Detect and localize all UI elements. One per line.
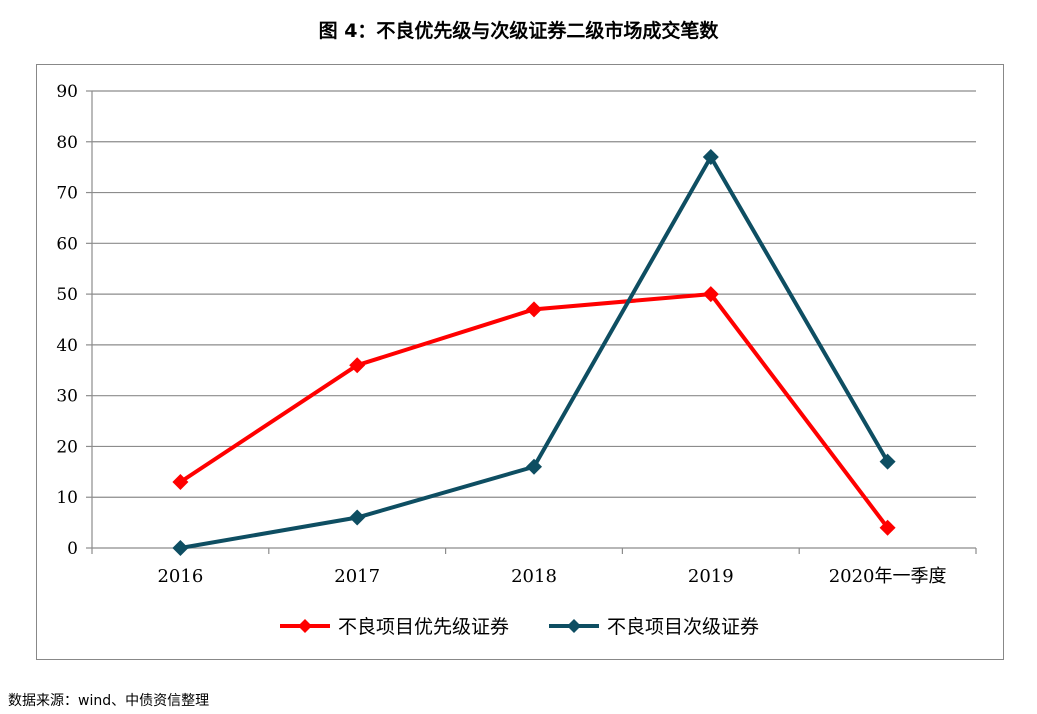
x-tick-label-1: 2017 [334, 566, 380, 587]
data-point-s1-2 [526, 458, 542, 475]
data-point-s0-1 [349, 357, 366, 374]
legend-item-0: 不良项目优先级证券 [278, 612, 509, 639]
data-point-s1-0 [172, 540, 189, 556]
data-point-s1-1 [349, 509, 366, 526]
data-point-s0-3 [702, 286, 719, 303]
x-tick-label-2: 2018 [511, 566, 557, 587]
y-tick-label-90: 90 [56, 82, 78, 102]
y-tick-label-70: 70 [56, 184, 78, 204]
y-tick-label-20: 20 [56, 437, 78, 457]
data-point-s0-2 [526, 301, 542, 318]
legend-label-1: 不良项目次级证券 [607, 616, 760, 638]
data-point-s1-3 [702, 149, 719, 166]
data-point-s1-4 [879, 453, 896, 470]
y-tick-label-60: 60 [56, 234, 78, 254]
chart-legend: 不良项目优先级证券 不良项目次级证券 [0, 612, 1037, 639]
legend-swatch-0 [279, 618, 330, 633]
legend-swatch-1 [549, 618, 599, 633]
y-tick-label-30: 30 [56, 387, 78, 407]
chart-title: 图 4：不良优先级与次级证券二级市场成交笔数 [318, 20, 719, 42]
y-tick-label-40: 40 [56, 336, 78, 356]
data-point-s0-0 [172, 473, 189, 490]
x-tick-label-4: 2020年一季度 [829, 566, 947, 587]
legend-item-1: 不良项目次级证券 [547, 612, 759, 639]
data-point-s0-4 [879, 519, 896, 536]
y-tick-label-10: 10 [56, 488, 78, 508]
x-tick-label-3: 2019 [688, 566, 734, 587]
x-tick-label-0: 2016 [157, 566, 203, 587]
y-tick-label-0: 0 [67, 539, 78, 559]
y-tick-label-50: 50 [56, 285, 78, 305]
series-line-0 [178, 292, 890, 530]
y-tick-label-80: 80 [56, 133, 78, 153]
chart-frame [36, 64, 1004, 660]
legend-label-0: 不良项目优先级证券 [337, 616, 509, 638]
series-line-1 [178, 155, 890, 550]
source-note: 数据来源：wind、中债资信整理 [8, 693, 210, 709]
